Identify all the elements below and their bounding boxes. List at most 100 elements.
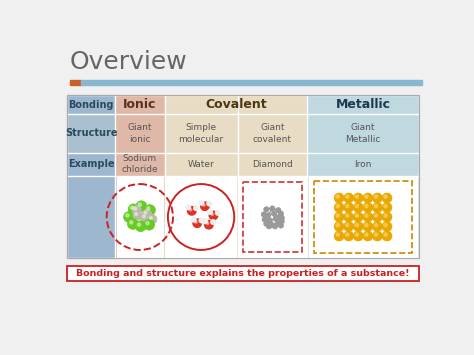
Circle shape [344,193,354,203]
Circle shape [336,224,339,227]
Circle shape [133,211,142,220]
Circle shape [138,203,141,206]
Circle shape [346,224,349,227]
Circle shape [373,202,383,213]
Text: Giant
covalent: Giant covalent [253,124,292,143]
Circle shape [209,211,218,220]
Circle shape [278,223,283,228]
Circle shape [144,219,155,230]
Circle shape [146,222,149,225]
Circle shape [202,204,205,206]
Circle shape [353,222,363,231]
Circle shape [134,207,137,210]
Circle shape [275,221,280,226]
Circle shape [279,219,284,224]
Circle shape [363,202,373,213]
Circle shape [334,212,344,222]
Circle shape [365,204,368,208]
Circle shape [145,205,155,215]
Circle shape [382,212,392,222]
Circle shape [149,217,152,219]
Circle shape [355,204,358,208]
Circle shape [207,222,209,225]
Text: Metallic: Metallic [336,98,391,111]
Circle shape [272,211,277,216]
Circle shape [363,193,373,203]
Circle shape [190,208,192,211]
Circle shape [207,201,212,206]
Bar [237,95,307,258]
Circle shape [275,208,281,213]
Circle shape [382,202,392,213]
Bar [67,153,115,176]
Circle shape [264,221,269,226]
Circle shape [128,219,138,229]
Circle shape [132,206,141,215]
Text: Water: Water [188,160,214,169]
Circle shape [353,231,363,241]
Bar [307,95,419,258]
Circle shape [346,195,349,198]
Circle shape [270,206,275,211]
Circle shape [336,195,339,198]
Bar [67,114,115,153]
Circle shape [355,214,358,217]
Bar [81,80,422,85]
Circle shape [344,222,354,231]
Circle shape [215,210,220,215]
Circle shape [261,212,266,217]
Circle shape [137,223,141,226]
Bar [309,178,417,257]
Circle shape [124,212,135,222]
Circle shape [193,206,199,211]
Text: Ionic: Ionic [123,98,156,111]
Circle shape [365,224,368,227]
Circle shape [210,219,216,225]
Bar [67,176,115,258]
Circle shape [336,233,339,236]
Circle shape [205,220,213,229]
Circle shape [276,214,282,220]
Circle shape [346,233,349,236]
Circle shape [382,193,392,203]
Circle shape [273,216,279,222]
Circle shape [355,195,358,198]
Circle shape [344,231,354,241]
Circle shape [207,209,213,215]
Circle shape [147,215,157,224]
Circle shape [262,217,267,222]
Circle shape [365,214,368,217]
Circle shape [334,222,344,231]
Text: Diamond: Diamond [252,160,293,169]
Circle shape [374,214,378,217]
Circle shape [334,231,344,241]
Circle shape [365,195,368,198]
Circle shape [265,213,271,218]
Circle shape [355,224,358,227]
Circle shape [353,202,363,213]
Circle shape [373,231,383,241]
Circle shape [143,215,145,218]
Circle shape [279,215,284,220]
Circle shape [266,224,272,229]
Circle shape [130,206,134,209]
Circle shape [384,195,387,198]
Circle shape [141,213,150,222]
Circle shape [346,204,349,208]
Circle shape [382,231,392,241]
Circle shape [199,200,204,206]
Circle shape [135,221,146,231]
Circle shape [195,221,197,223]
Circle shape [344,212,354,222]
Circle shape [384,233,387,236]
Circle shape [363,231,373,241]
Circle shape [142,209,152,219]
Bar [164,95,237,258]
Bar [166,178,236,257]
Circle shape [191,217,196,222]
Circle shape [136,201,147,212]
Circle shape [272,224,278,229]
Circle shape [384,214,387,217]
Circle shape [363,222,373,231]
Circle shape [374,204,378,208]
